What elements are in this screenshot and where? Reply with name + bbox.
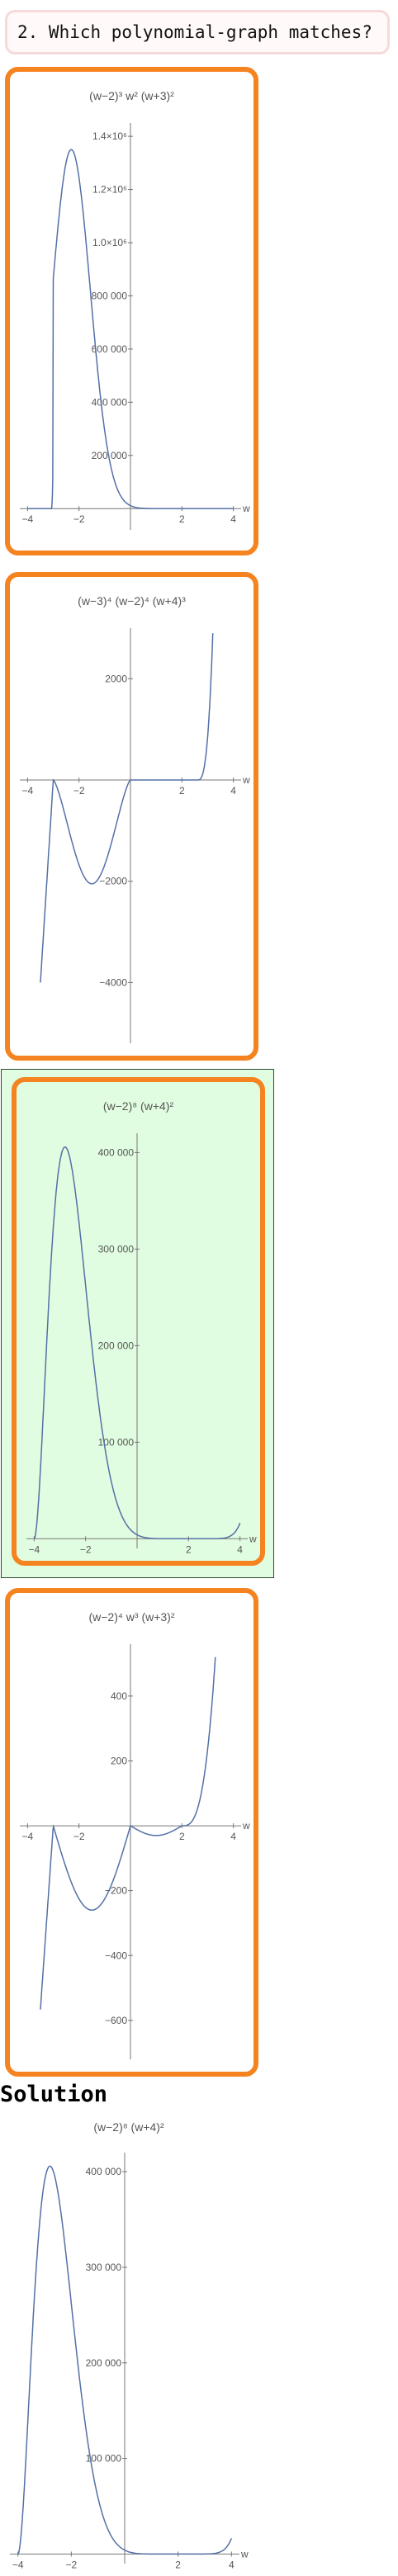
x-tick-label: −2 [66, 2559, 78, 2570]
x-tick-label: 4 [230, 513, 236, 525]
x-axis-label: w [242, 1820, 250, 1832]
x-tick-label: 2 [175, 2559, 181, 2570]
y-tick-label: −2000 [99, 876, 127, 887]
choice-3-graph: (w−2)⁸ (w+4)² w −4 −2 2 4 100 000 200 000 300 00… [26, 1099, 257, 1555]
x-tick-label: −2 [73, 1831, 85, 1842]
y-tick-label: 400 000 [92, 396, 128, 408]
y-tick-label: 200 000 [98, 1340, 135, 1351]
choice-card-1[interactable]: (w−2)³ w² (w+3)² w −4 −2 2 4 200 000 400 000 600… [5, 67, 258, 555]
x-tick-label: 2 [179, 1831, 185, 1842]
choice-2-graph: (w−3)⁴ (w−2)⁴ (w+4)³ w −4 −2 2 4 −4000 −2000 200… [20, 594, 250, 1043]
y-tick-label: 1.4×10⁶ [92, 130, 127, 142]
question-text: 2. Which polynomial-graph matches? [17, 22, 372, 42]
graph-title: (w−2)⁸ (w+4)² [93, 2120, 164, 2134]
graph-title: (w−2)⁸ (w+4)² [103, 1099, 174, 1113]
choice-4-graph: (w−2)⁴ w³ (w+3)²w−4 −2 2 4−600−400−20020040… [20, 1610, 250, 2059]
x-tick-label: −2 [73, 513, 85, 525]
x-tick-label: −4 [29, 1543, 40, 1555]
curve-line [40, 1657, 216, 2010]
question-box: 2. Which polynomial-graph matches? [5, 10, 390, 54]
graph-title: (w−2)⁴ w³ (w+3)² [88, 1610, 174, 1624]
y-tick-label: 800 000 [92, 290, 128, 301]
x-tick-label: 2 [186, 1543, 192, 1555]
y-tick-label: 400 [111, 1690, 127, 1702]
graph-title: (w−3)⁴ (w−2)⁴ (w+4)³ [78, 594, 186, 607]
x-axis-label: w [242, 503, 250, 514]
x-tick-label: 4 [230, 1831, 236, 1842]
curve-line [33, 1146, 241, 1540]
x-tick-label: −4 [22, 785, 34, 796]
x-axis-label: w [240, 2548, 249, 2559]
x-tick-label: −2 [80, 1543, 92, 1555]
y-tick-label: 200 [111, 1755, 127, 1766]
curve-line [17, 2165, 233, 2555]
x-tick-label: 4 [229, 2559, 235, 2570]
x-tick-label: −4 [22, 1831, 34, 1842]
choice-1-graph: (w−2)³ w² (w+3)² w −4 −2 2 4 200 000 400 000 600… [20, 89, 250, 530]
y-tick-label: 200 000 [92, 450, 128, 461]
y-tick-label: −400 [105, 1950, 127, 1961]
y-tick-label: 400 000 [98, 1146, 135, 1158]
x-tick-label: −4 [22, 513, 34, 525]
y-tick-label: 600 000 [92, 343, 128, 355]
solution-graph: (w−2)⁸ (w+4)² w −4 −2 2 4 100 000 200 000 300 00… [10, 2120, 249, 2570]
x-tick-label: 4 [237, 1543, 243, 1555]
y-tick-label: −600 [105, 2015, 127, 2026]
y-tick-label: 100 000 [98, 1436, 135, 1448]
choice-card-4[interactable]: (w−2)⁴ w³ (w+3)² w −4 −2 2 4 −600 −400 −200 200 40… [5, 1588, 258, 2077]
x-tick-label: 2 [179, 513, 185, 525]
y-tick-label: 200 000 [86, 2357, 122, 2369]
solution-heading: Solution [0, 2082, 108, 2107]
x-tick-label: 4 [230, 785, 236, 796]
x-axis-label: w [249, 1533, 257, 1544]
x-tick-label: 2 [179, 785, 185, 796]
x-axis-label: w [242, 774, 250, 786]
curve-line [27, 149, 234, 509]
choice-card-2[interactable]: (w−3)⁴ (w−2)⁴ (w+4)³ w −4 −2 2 4 −4000 −2000 200… [5, 572, 258, 1061]
y-tick-label: 300 000 [86, 2262, 122, 2273]
y-tick-label: −4000 [99, 976, 127, 988]
curve-line [40, 633, 214, 983]
choice-card-3[interactable]: (w−2)⁸ (w+4)² w −4 −2 2 4 100 000 200 000 300 00… [12, 1077, 265, 1566]
y-tick-label: 2000 [105, 673, 127, 684]
x-tick-label: −2 [73, 785, 85, 796]
y-tick-label: 1.2×10⁶ [92, 184, 127, 196]
y-tick-label: 300 000 [98, 1243, 135, 1255]
y-tick-label: 400 000 [86, 2166, 122, 2177]
x-tick-label: −4 [12, 2559, 24, 2570]
graph-title: (w−2)³ w² (w+3)² [89, 89, 174, 102]
y-tick-label: 100 000 [86, 2453, 122, 2465]
y-tick-label: 1.0×10⁶ [92, 237, 127, 248]
